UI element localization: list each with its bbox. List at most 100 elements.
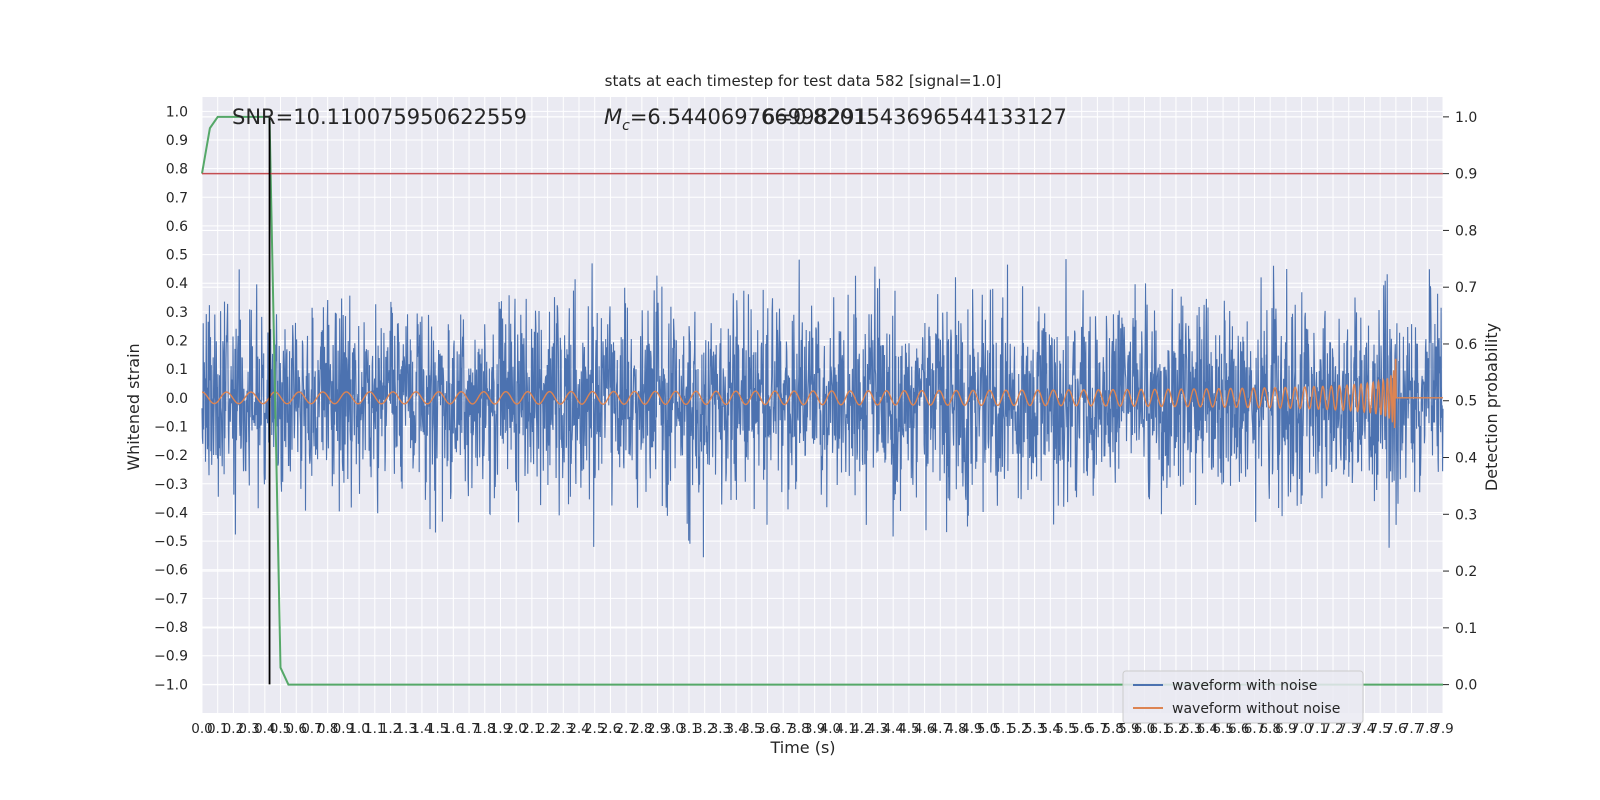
x-tick-label: 3.6 [757,721,778,737]
y-tick-label: 0.2 [166,334,188,350]
y-tick-label: 0.7 [166,190,188,206]
y-tick-label: −0.4 [154,505,188,521]
x-tick-label: 1.5 [427,721,448,737]
x-tick-label: 0.9 [333,721,354,737]
x-tick-label: 6.0 [1134,721,1155,737]
x-tick-label: 0.3 [238,721,259,737]
y-tick-label: 0.3 [166,305,188,321]
x-tick-label: 5.4 [1040,721,1061,737]
x-tick-label: 2.2 [537,721,558,737]
y-tick-label: 0.8 [166,162,188,178]
y-right-tick-label: 0.3 [1455,507,1477,523]
x-tick-label: 1.0 [348,721,369,737]
x-tick-label: 6.1 [1149,721,1170,737]
x-tick-label: 7.8 [1417,721,1438,737]
x-tick-label: 3.9 [804,721,825,737]
x-tick-label: 4.8 [945,721,966,737]
x-tick-label: 7.2 [1322,721,1343,737]
x-tick-label: 5.7 [1087,721,1108,737]
y-tick-label: −1.0 [154,677,188,693]
y-tick-label: −0.5 [154,534,188,550]
x-tick-label: 6.9 [1275,721,1296,737]
y-right-tick-label: 0.5 [1455,394,1477,410]
x-tick-label: 3.5 [741,721,762,737]
x-tick-label: 2.8 [631,721,652,737]
x-tick-label: 7.6 [1385,721,1406,737]
x-tick-label: 5.1 [992,721,1013,737]
y-right-tick-label: 0.4 [1455,451,1477,467]
markers [202,116,1443,685]
y-right-tick-label: 0.8 [1455,223,1477,239]
snr-annotation: SNR=10.110075950622559 [232,105,527,129]
x-tick-label: 1.9 [490,721,511,737]
x-tick-label: 2.5 [584,721,605,737]
legend-label-noise: waveform with noise [1172,678,1317,694]
y-tick-label: −0.8 [154,620,188,636]
x-tick-label: 4.0 [820,721,841,737]
x-tick-label: 6.3 [1181,721,1202,737]
x-tick-label: 5.3 [1024,721,1045,737]
legend-box [1122,670,1364,724]
series-waveform-without-noise [201,358,1443,428]
x-tick-label: 5.6 [1071,721,1092,737]
y-tick-label: 0.9 [166,133,188,149]
y-tick-label: −0.3 [154,477,188,493]
x-tick-label: 7.9 [1432,721,1453,737]
x-tick-label: 0.0 [191,721,212,737]
x-tick-label: 2.6 [600,721,621,737]
y-right-tick-label: 0.7 [1455,280,1477,296]
x-tick-label: 6.2 [1165,721,1186,737]
x-tick-label: 3.7 [772,721,793,737]
x-tick-label: 6.4 [1197,721,1218,737]
x-tick-label: 1.3 [395,721,416,737]
extra-annotation: 6=0.8201543696544133127 [762,105,1067,129]
x-tick-label: 2.3 [553,721,574,737]
y-axis-right-label: Detection probability [1482,323,1501,491]
x-tick-label: 3.4 [725,721,746,737]
x-tick-label: 3.0 [663,721,684,737]
y-right-tick-label: 0.2 [1455,564,1477,580]
x-tick-label: 4.3 [867,721,888,737]
x-tick-label: 0.6 [286,721,307,737]
x-tick-label: 0.2 [223,721,244,737]
x-tick-label: 0.4 [254,721,275,737]
x-tick-label: 1.8 [474,721,495,737]
y-tick-label: −0.1 [154,419,188,435]
x-tick-label: 5.2 [1008,721,1029,737]
x-tick-label: 6.7 [1244,721,1265,737]
y-right-tick-label: 0.6 [1455,337,1477,353]
legend-label-clean: waveform without noise [1172,701,1340,717]
y-tick-label: −0.9 [154,649,188,665]
x-tick-label: 0.1 [207,721,228,737]
x-tick-label: 1.2 [380,721,401,737]
chart-title: stats at each timestep for test data 582… [605,72,1002,90]
y-axis-label: Whitened strain [124,343,143,470]
x-tick-label: 7.4 [1354,721,1375,737]
x-tick-label: 2.4 [568,721,589,737]
x-tick-label: 4.4 [882,721,903,737]
x-tick-label: 1.1 [364,721,385,737]
x-tick-label: 6.5 [1212,721,1233,737]
x-tick-label: 2.7 [615,721,636,737]
noise-trace [201,259,1444,558]
y-tick-label: 0.6 [166,219,188,235]
x-tick-label: 4.1 [835,721,856,737]
x-tick-label: 3.8 [788,721,809,737]
y-right-tick-label: 0.0 [1455,678,1477,694]
x-tick-label: 3.3 [710,721,731,737]
x-tick-label: 3.1 [678,721,699,737]
x-tick-label: 4.7 [930,721,951,737]
y-tick-label: 1.0 [166,104,188,120]
x-tick-label: 0.8 [317,721,338,737]
x-tick-label: 5.8 [1102,721,1123,737]
chirp-trace [201,358,1443,428]
y-tick-label: 0.1 [166,362,188,378]
y-right-tick-label: 1.0 [1455,110,1477,126]
chirp-mass-subscript: c [622,118,630,134]
x-tick-label: 6.6 [1228,721,1249,737]
x-tick-label: 7.3 [1338,721,1359,737]
chirp-mass-annotation: Mc=6.544069766998291 [604,105,868,134]
x-tick-label: 1.4 [411,721,432,737]
x-tick-label: 3.2 [694,721,715,737]
